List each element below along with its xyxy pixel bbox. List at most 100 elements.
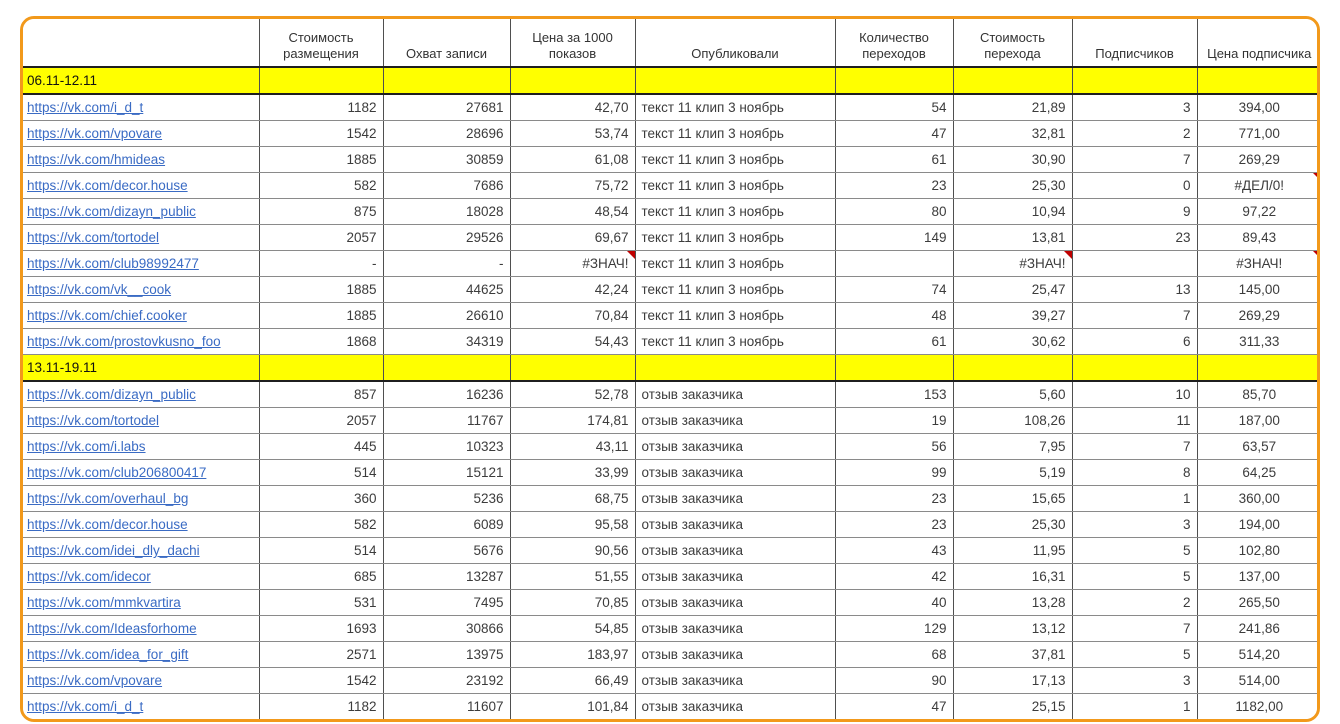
cell-published: отзыв заказчика (634, 667, 835, 694)
vk-link[interactable]: https://vk.com/overhaul_bg (27, 491, 189, 506)
cell-link: https://vk.com/club98992477 (23, 250, 259, 277)
vk-link[interactable]: https://vk.com/dizayn_public (27, 204, 196, 219)
table-row: https://vk.com/dizayn_public 857 16236 52,7… (23, 381, 1317, 408)
vk-link[interactable]: https://vk.com/vpovare (27, 126, 163, 141)
cell-subscribers: 7 (1071, 302, 1197, 329)
cell-placement_cost: 1885 (258, 146, 383, 173)
cell-link: https://vk.com/chief.cooker (23, 302, 259, 329)
cell-cpc: 16,31 (952, 563, 1072, 590)
vk-link[interactable]: https://vk.com/prostovkusno_foo (27, 334, 221, 349)
cell-cpm: 52,78 (509, 381, 635, 408)
cell-placement_cost: 360 (258, 485, 383, 512)
vk-link[interactable]: https://vk.com/chief.cooker (27, 308, 187, 323)
column-header-cpc: Стоимость перехода (952, 19, 1072, 68)
cell-published: отзыв заказчика (634, 693, 835, 719)
vk-link[interactable]: https://vk.com/i_d_t (27, 699, 144, 714)
cell-reach: 10323 (382, 433, 510, 460)
vk-link[interactable]: https://vk.com/club206800417 (27, 465, 207, 480)
vk-link[interactable]: https://vk.com/hmideas (27, 152, 166, 167)
cell-subscribers: 5 (1071, 537, 1197, 564)
table-row: https://vk.com/tortodel 2057 29526 69,67 тек… (23, 224, 1317, 251)
cell-published: отзыв заказчика (634, 433, 835, 460)
cell-published: отзыв заказчика (634, 537, 835, 564)
cell-link: https://vk.com/prostovkusno_foo (23, 328, 259, 355)
cell-published: отзыв заказчика (634, 407, 835, 434)
cell-cpc: 13,12 (952, 615, 1072, 642)
vk-link[interactable]: https://vk.com/club98992477 (27, 256, 199, 271)
cell-reach: 6089 (382, 511, 510, 538)
cell-cpc: 25,30 (952, 511, 1072, 538)
cell-clicks: 42 (834, 563, 953, 590)
cell-cps: 85,70 (1196, 381, 1317, 408)
vk-link[interactable]: https://vk.com/tortodel (27, 413, 160, 428)
table-row: https://vk.com/vpovare 1542 28696 53,74 текс… (23, 120, 1317, 147)
cell-placement_cost: 685 (258, 563, 383, 590)
cell-cpc: 15,65 (952, 485, 1072, 512)
cell-cps: 514,20 (1196, 641, 1317, 668)
cell-link: https://vk.com/idea_for_gift (23, 641, 259, 668)
cell-cpm: 183,97 (509, 641, 635, 668)
table-header: Стоимость размещения Охват записи Цена з… (23, 19, 1317, 68)
cell-subscribers: 5 (1071, 563, 1197, 590)
cell-placement_cost: 1542 (258, 667, 383, 694)
vk-link[interactable]: https://vk.com/decor.house (27, 178, 188, 193)
vk-link[interactable]: https://vk.com/idei_dly_dachi (27, 543, 200, 558)
cell-link: https://vk.com/club206800417 (23, 459, 259, 486)
table-row: https://vk.com/vpovare 1542 23192 66,49 отзы… (23, 667, 1317, 694)
cell-clicks: 19 (834, 407, 953, 434)
cell-cpm: 48,54 (509, 198, 635, 225)
cell-placement_cost: 857 (258, 381, 383, 408)
vk-link[interactable]: https://vk.com/idecor (27, 569, 151, 584)
cell-cpc: 39,27 (952, 302, 1072, 329)
section-filler-cell (1071, 354, 1197, 382)
table-body: 06.11-12.11 https://vk.com/i_d_t 1182 27681… (23, 66, 1317, 719)
cell-reach: 28696 (382, 120, 510, 147)
vk-link[interactable]: https://vk.com/decor.house (27, 517, 188, 532)
cell-cps: 102,80 (1196, 537, 1317, 564)
comment-indicator-icon (626, 251, 635, 259)
cell-cpc: 7,95 (952, 433, 1072, 460)
vk-link[interactable]: https://vk.com/i.labs (27, 439, 146, 454)
cell-placement_cost: 2057 (258, 224, 383, 251)
cell-cps: #ЗНАЧ! (1196, 250, 1317, 277)
vk-link[interactable]: https://vk.com/i_d_t (27, 100, 144, 115)
vk-link[interactable]: https://vk.com/mmkvartira (27, 595, 181, 610)
cell-cpm: #ЗНАЧ! (509, 250, 635, 277)
cell-clicks: 61 (834, 146, 953, 173)
cell-published: отзыв заказчика (634, 589, 835, 616)
cell-link: https://vk.com/overhaul_bg (23, 485, 259, 512)
cell-subscribers: 7 (1071, 433, 1197, 460)
cell-reach: 30859 (382, 146, 510, 173)
cell-published: текст 11 клип 3 ноябрь (634, 94, 835, 121)
cell-subscribers: 1 (1071, 693, 1197, 719)
cell-cpm: 75,72 (509, 172, 635, 199)
cell-placement_cost: 514 (258, 537, 383, 564)
cell-cps: 1182,00 (1196, 693, 1317, 719)
cell-cpm: 70,85 (509, 589, 635, 616)
cell-cpm: 51,55 (509, 563, 635, 590)
table-row: https://vk.com/tortodel 2057 11767 174,81 от… (23, 407, 1317, 434)
vk-link[interactable]: https://vk.com/vk__cook (27, 282, 172, 297)
vk-link[interactable]: https://vk.com/tortodel (27, 230, 160, 245)
vk-link[interactable]: https://vk.com/idea_for_gift (27, 647, 189, 662)
section-filler-cell (952, 354, 1072, 382)
vk-link[interactable]: https://vk.com/dizayn_public (27, 387, 196, 402)
cell-placement_cost: 582 (258, 511, 383, 538)
cell-subscribers: 0 (1071, 172, 1197, 199)
cell-reach: 11767 (382, 407, 510, 434)
cell-cpc: 25,15 (952, 693, 1072, 719)
vk-link[interactable]: https://vk.com/Ideasforhome (27, 621, 197, 636)
cell-cpc: 32,81 (952, 120, 1072, 147)
table-row: https://vk.com/i_d_t 1182 11607 101,84 отзыв… (23, 693, 1317, 719)
cell-clicks: 153 (834, 381, 953, 408)
cell-link: https://vk.com/dizayn_public (23, 381, 259, 408)
cell-clicks: 74 (834, 276, 953, 303)
vk-link[interactable]: https://vk.com/vpovare (27, 673, 163, 688)
table-row: https://vk.com/club206800417 514 15121 33,9… (23, 459, 1317, 486)
cell-cpm: 90,56 (509, 537, 635, 564)
cell-link: https://vk.com/i_d_t (23, 693, 259, 719)
cell-placement_cost: 1542 (258, 120, 383, 147)
cell-cps: 265,50 (1196, 589, 1317, 616)
cell-cpc: 5,60 (952, 381, 1072, 408)
section-filler-cell (258, 66, 383, 95)
